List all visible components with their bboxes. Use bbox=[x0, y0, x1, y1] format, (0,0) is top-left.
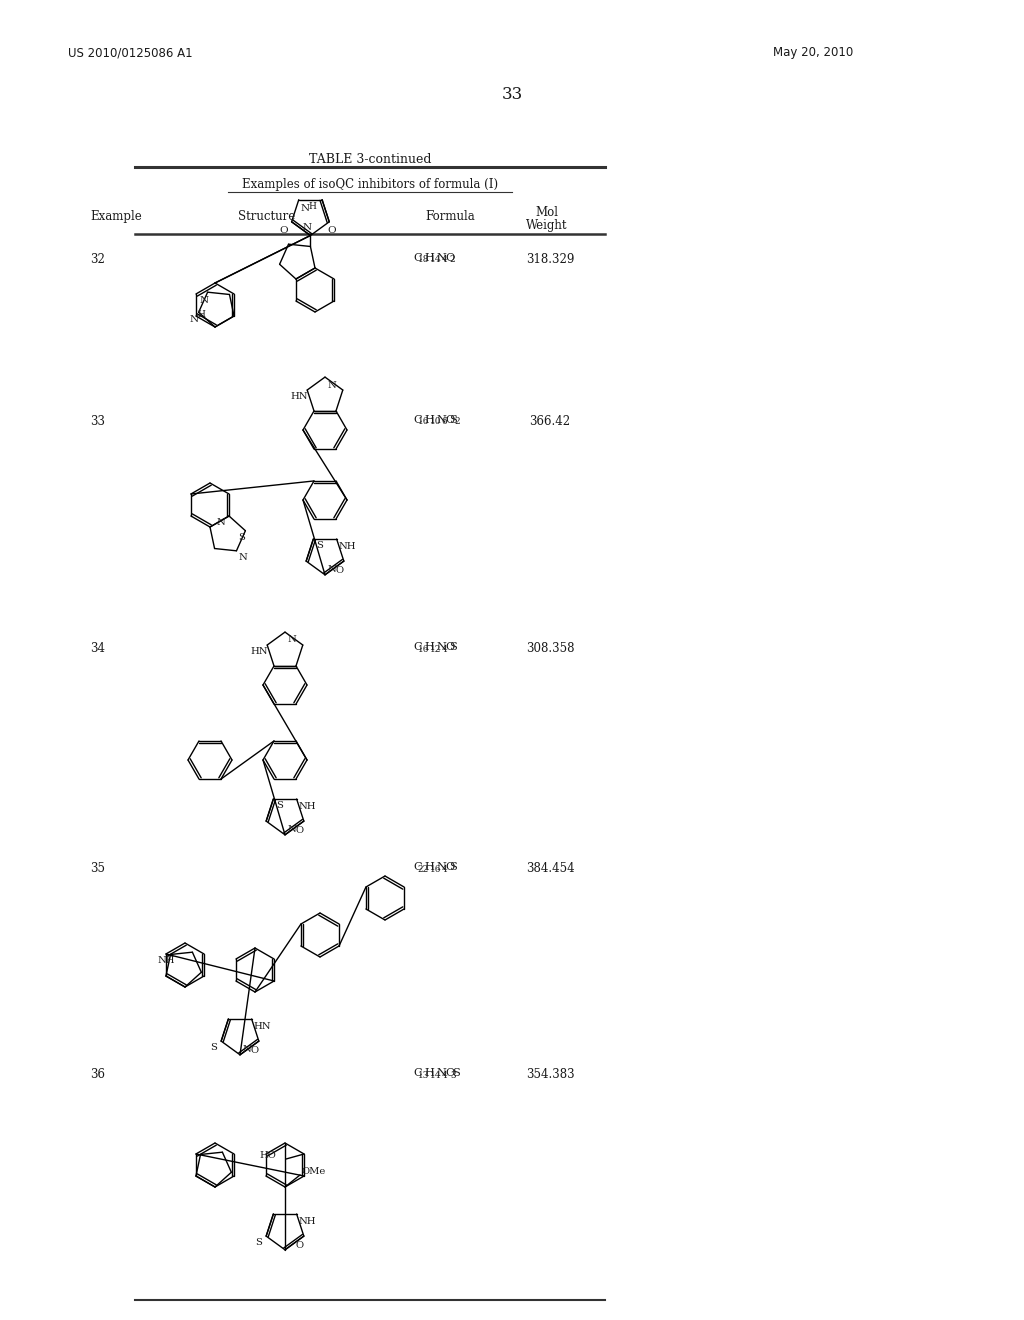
Text: 6: 6 bbox=[441, 417, 447, 426]
Text: HN: HN bbox=[251, 647, 268, 656]
Text: 14: 14 bbox=[430, 1071, 441, 1080]
Text: N: N bbox=[436, 1068, 446, 1078]
Text: 33: 33 bbox=[502, 86, 522, 103]
Text: H: H bbox=[425, 1068, 434, 1078]
Text: NH: NH bbox=[299, 1217, 316, 1226]
Text: O: O bbox=[445, 253, 455, 263]
Text: May 20, 2010: May 20, 2010 bbox=[773, 46, 853, 59]
Text: Examples of isoQC inhibitors of formula (I): Examples of isoQC inhibitors of formula … bbox=[242, 178, 498, 191]
Text: 10: 10 bbox=[430, 417, 441, 426]
Text: N: N bbox=[436, 414, 446, 425]
Text: 18: 18 bbox=[418, 256, 429, 264]
Text: 13: 13 bbox=[418, 1071, 429, 1080]
Text: 3: 3 bbox=[450, 1071, 456, 1080]
Text: Weight: Weight bbox=[526, 219, 567, 232]
Text: 2: 2 bbox=[450, 256, 456, 264]
Text: H: H bbox=[425, 862, 434, 873]
Text: S: S bbox=[450, 414, 458, 425]
Text: 36: 36 bbox=[90, 1068, 105, 1081]
Text: O: O bbox=[445, 642, 455, 652]
Text: 14: 14 bbox=[430, 256, 441, 264]
Text: N: N bbox=[436, 862, 446, 873]
Text: 32: 32 bbox=[90, 253, 104, 267]
Text: S: S bbox=[316, 541, 324, 550]
Text: Formula: Formula bbox=[425, 210, 475, 223]
Text: N: N bbox=[301, 203, 310, 213]
Text: 318.329: 318.329 bbox=[525, 253, 574, 267]
Text: HN: HN bbox=[291, 392, 308, 401]
Text: N: N bbox=[327, 565, 336, 574]
Text: NH: NH bbox=[339, 543, 356, 550]
Text: N: N bbox=[239, 553, 247, 562]
Text: NH: NH bbox=[299, 803, 316, 810]
Text: 33: 33 bbox=[90, 414, 105, 428]
Text: 354.383: 354.383 bbox=[525, 1068, 574, 1081]
Text: 4: 4 bbox=[441, 865, 447, 874]
Text: O: O bbox=[296, 1241, 304, 1250]
Text: HN: HN bbox=[254, 1022, 271, 1031]
Text: N: N bbox=[242, 1045, 251, 1053]
Text: O: O bbox=[251, 1047, 259, 1055]
Text: 4: 4 bbox=[441, 644, 447, 653]
Text: 4: 4 bbox=[441, 256, 447, 264]
Text: N: N bbox=[436, 253, 446, 263]
Text: NH: NH bbox=[158, 957, 175, 965]
Text: O: O bbox=[280, 226, 288, 235]
Text: O: O bbox=[445, 414, 455, 425]
Text: N: N bbox=[327, 381, 336, 391]
Text: N: N bbox=[436, 642, 446, 652]
Text: 384.454: 384.454 bbox=[525, 862, 574, 875]
Text: 16: 16 bbox=[418, 417, 429, 426]
Text: N: N bbox=[199, 296, 208, 305]
Text: 308.358: 308.358 bbox=[525, 642, 574, 655]
Text: 16: 16 bbox=[418, 644, 429, 653]
Text: HO: HO bbox=[260, 1151, 276, 1160]
Text: H: H bbox=[309, 202, 316, 211]
Text: Mol: Mol bbox=[536, 206, 558, 219]
Text: OMe: OMe bbox=[302, 1167, 327, 1176]
Text: O: O bbox=[336, 566, 344, 576]
Text: 22: 22 bbox=[418, 865, 429, 874]
Text: 366.42: 366.42 bbox=[529, 414, 570, 428]
Text: S: S bbox=[450, 862, 458, 873]
Text: C: C bbox=[413, 642, 422, 652]
Text: 34: 34 bbox=[90, 642, 105, 655]
Text: S: S bbox=[255, 1238, 261, 1247]
Text: 4: 4 bbox=[441, 1071, 447, 1080]
Text: Structure: Structure bbox=[239, 210, 296, 223]
Text: O: O bbox=[327, 226, 336, 235]
Text: O: O bbox=[445, 1068, 455, 1078]
Text: S: S bbox=[454, 1068, 461, 1078]
Text: C: C bbox=[413, 862, 422, 873]
Text: 2: 2 bbox=[455, 417, 461, 426]
Text: S: S bbox=[210, 1043, 217, 1052]
Text: C: C bbox=[413, 414, 422, 425]
Text: Example: Example bbox=[90, 210, 141, 223]
Text: N: N bbox=[217, 517, 225, 527]
Text: 12: 12 bbox=[430, 644, 441, 653]
Text: O: O bbox=[296, 826, 304, 836]
Text: US 2010/0125086 A1: US 2010/0125086 A1 bbox=[68, 46, 193, 59]
Text: N: N bbox=[303, 223, 312, 232]
Text: H: H bbox=[198, 310, 206, 319]
Text: TABLE 3-continued: TABLE 3-continued bbox=[309, 153, 431, 166]
Text: N: N bbox=[189, 315, 199, 325]
Text: H: H bbox=[425, 414, 434, 425]
Text: H: H bbox=[425, 253, 434, 263]
Text: S: S bbox=[276, 801, 284, 810]
Text: S: S bbox=[238, 533, 245, 541]
Text: N: N bbox=[287, 635, 296, 644]
Text: 16: 16 bbox=[430, 865, 441, 874]
Text: S: S bbox=[450, 642, 458, 652]
Text: C: C bbox=[413, 253, 422, 263]
Text: 35: 35 bbox=[90, 862, 105, 875]
Text: O: O bbox=[445, 862, 455, 873]
Text: C: C bbox=[413, 1068, 422, 1078]
Text: N: N bbox=[287, 825, 296, 834]
Text: H: H bbox=[425, 642, 434, 652]
